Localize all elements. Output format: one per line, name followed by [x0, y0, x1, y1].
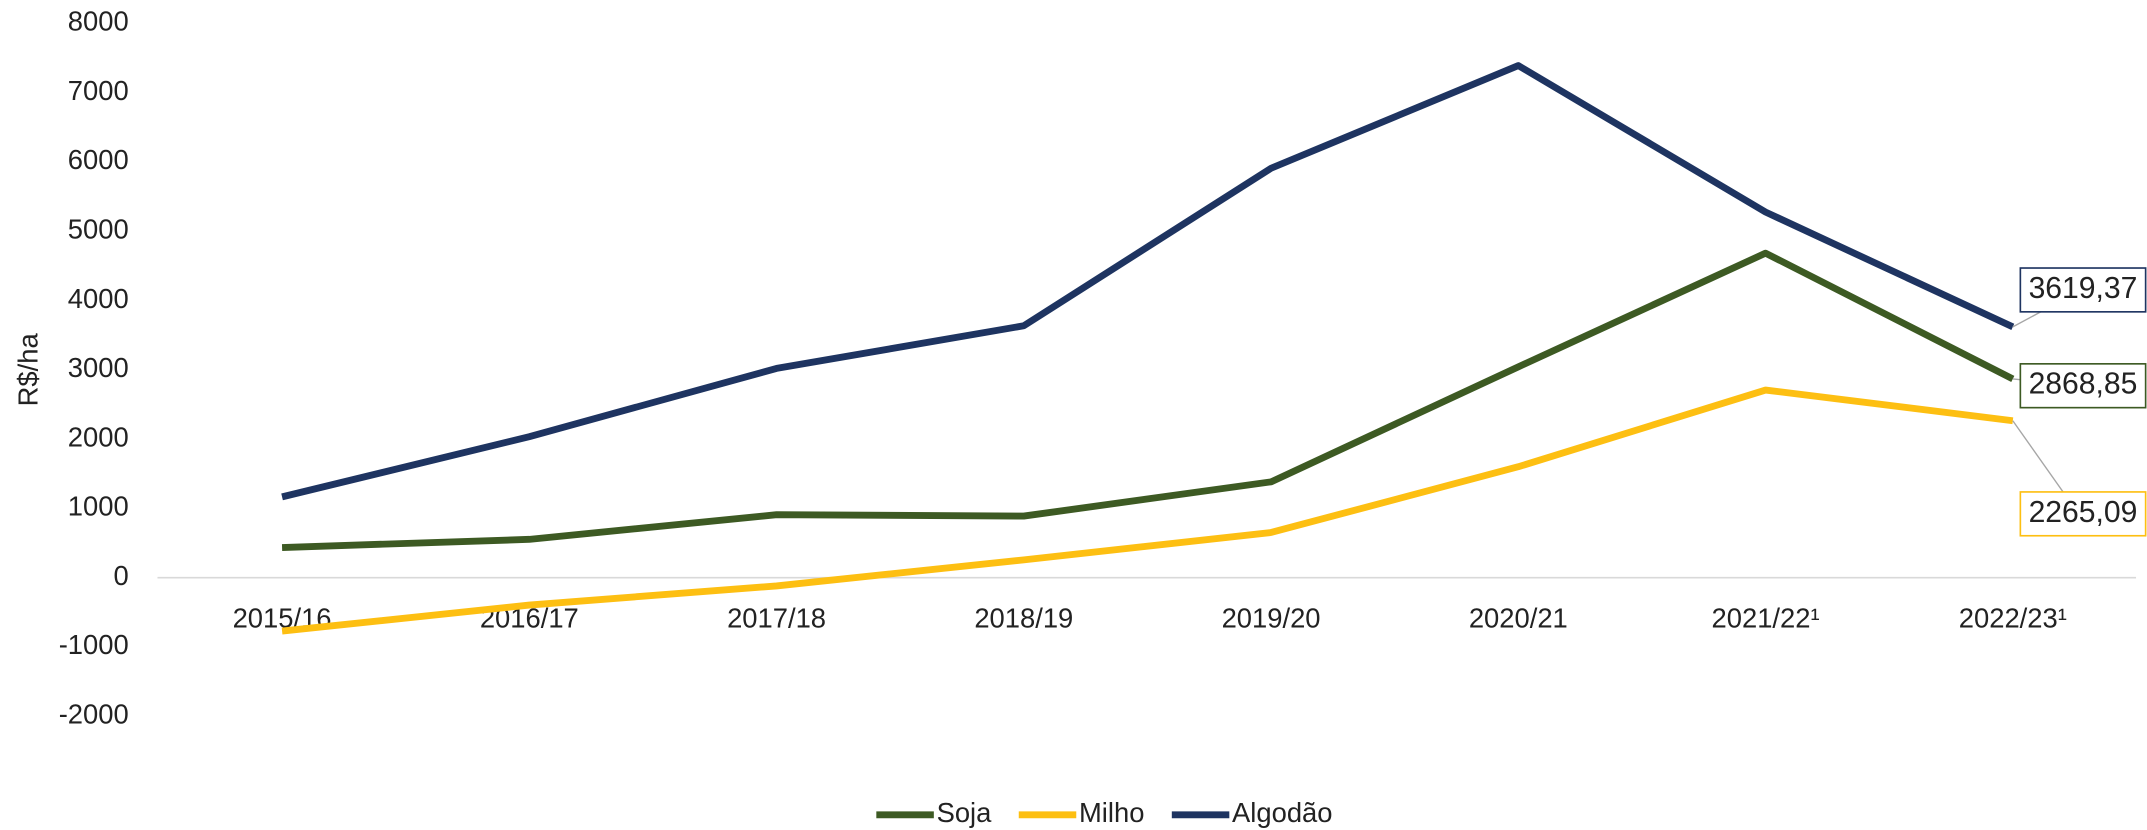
y-tick-label: 4000	[68, 283, 129, 314]
label-box	[2019, 491, 2147, 537]
line-series	[281, 249, 2015, 551]
x-tick-label: 2022/23¹	[1959, 602, 2067, 633]
line-series	[281, 62, 2015, 501]
x-tick-label: 2021/22¹	[1712, 602, 1820, 633]
y-axis-label: R$/ha	[12, 333, 43, 407]
y-tick-label: -2000	[59, 698, 129, 729]
y-tick-label: 8000	[68, 6, 129, 37]
legend-label: Milho	[1079, 797, 1144, 828]
x-tick-label: 2019/20	[1222, 602, 1321, 633]
legend-label: Algodão	[1232, 797, 1332, 828]
y-tick-label: 3000	[68, 352, 129, 383]
y-tick-label: 0	[113, 560, 128, 591]
label-box	[2019, 363, 2147, 409]
line-series	[281, 386, 2014, 635]
y-tick-label: -1000	[59, 629, 129, 660]
y-tick-label: 2000	[68, 421, 129, 452]
y-tick-label: 7000	[68, 75, 129, 106]
data-label: 2265,09	[2029, 496, 2138, 529]
data-label: 3619,37	[2029, 272, 2138, 305]
y-tick-label: 1000	[68, 491, 129, 522]
legend-label: Soja	[937, 797, 993, 828]
x-tick-label: 2020/21	[1469, 602, 1568, 633]
label-box	[2019, 267, 2147, 313]
x-tick-label: 2017/18	[727, 602, 826, 633]
y-tick-label: 5000	[68, 213, 129, 244]
data-label: 2868,85	[2029, 368, 2138, 401]
x-tick-label: 2018/19	[974, 602, 1073, 633]
y-tick-label: 6000	[68, 144, 129, 175]
